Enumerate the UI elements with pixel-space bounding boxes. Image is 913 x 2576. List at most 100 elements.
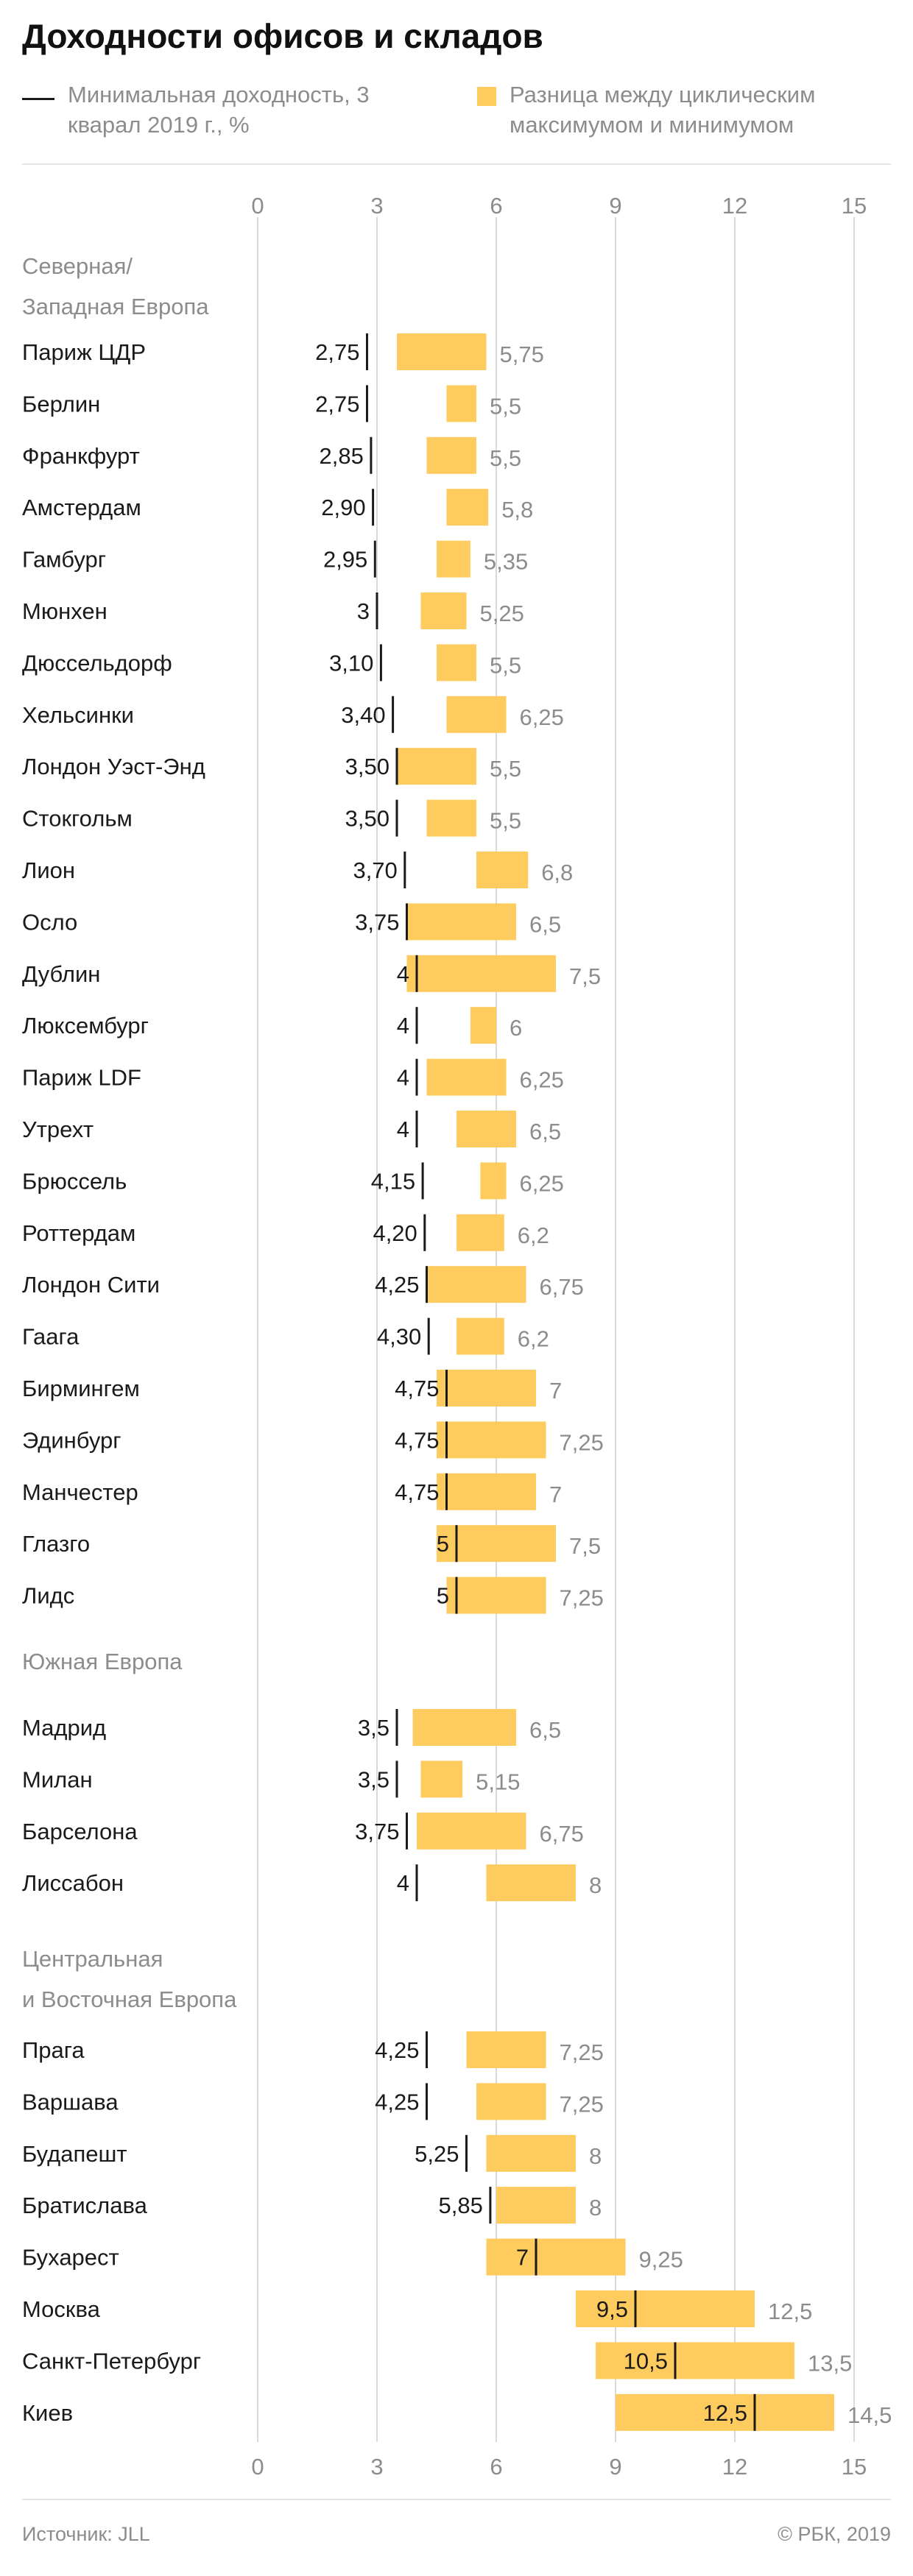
max-yield-label: 6,25 [520,1170,564,1196]
range-bar [596,2342,794,2379]
max-yield-label: 5,25 [480,601,524,626]
range-bar [456,1214,504,1251]
min-yield-label: 10,5 [624,2348,668,2374]
group-heading: и Восточная Европа [22,1986,237,2012]
max-yield-label: 7 [549,1378,562,1404]
range-bar [437,1473,536,1510]
group-heading: Западная Европа [22,294,209,319]
city-label: Париж ЦДР [22,339,146,365]
min-yield-label: 4,15 [371,1168,415,1194]
min-yield-label: 9,5 [596,2296,628,2322]
range-bar [616,2393,834,2431]
max-yield-label: 6,75 [540,1821,584,1847]
city-label: Стокгольм [22,806,133,832]
city-label: Мадрид [22,1715,106,1741]
range-bar [437,644,476,682]
city-label: Дюссельдорф [22,650,172,676]
max-yield-label: 7,25 [560,2039,604,2065]
city-label: Бирмингем [22,1376,140,1401]
max-yield-label: 14,5 [847,2402,892,2428]
min-yield-label: 2,75 [315,391,359,417]
min-yield-label: 3,70 [353,857,397,883]
max-yield-label: 6 [510,1015,522,1041]
header-divider [22,163,891,165]
max-yield-label: 6,25 [520,704,564,730]
max-yield-label: 5,15 [476,1769,520,1794]
max-yield-label: 6,2 [518,1222,549,1248]
group-heading: Северная/ [22,253,133,279]
min-yield-label: 3,10 [329,650,373,676]
range-bar [426,1058,507,1096]
city-label: Лиссабон [22,1870,124,1896]
range-bar [446,489,489,526]
range-bar [456,1111,516,1147]
min-yield-label: 5,25 [415,2141,459,2167]
range-bar [406,955,556,992]
max-yield-label: 7,5 [569,963,601,989]
max-yield-label: 5,5 [490,445,521,471]
max-yield-label: 13,5 [808,2350,852,2376]
max-yield-label: 7,25 [560,1585,604,1611]
min-yield-label: 3,50 [345,754,389,779]
max-yield-label: 5,35 [484,549,528,575]
legend-min-yield-line-icon [22,98,54,100]
city-label: Гамбург [22,547,106,573]
city-label: Париж LDF [22,1065,141,1091]
city-label: Бухарест [22,2245,119,2271]
legend-range-swatch-icon [477,87,496,106]
min-yield-label: 2,75 [315,339,359,365]
min-yield-label: 4 [397,1065,409,1091]
x-tick-label-bottom: 15 [842,2454,867,2480]
min-yield-label: 3,75 [355,909,399,935]
max-yield-label: 5,8 [501,497,533,523]
city-label: Брюссель [22,1168,127,1194]
city-label: Хельсинки [22,702,134,728]
max-yield-label: 5,75 [500,342,544,367]
min-yield-label: 3,50 [345,806,389,832]
max-yield-label: 6,8 [541,860,573,885]
city-label: Дублин [22,961,100,987]
range-bar [420,592,467,629]
range-bar [446,696,507,733]
x-tick-label-bottom: 6 [490,2454,502,2480]
x-tick-label-top: 12 [722,193,747,219]
city-label: Москва [22,2296,101,2322]
range-bar [397,748,476,785]
min-yield-label: 4,25 [375,1272,419,1298]
max-yield-label: 5,5 [490,808,521,834]
max-yield-label: 7,5 [569,1533,601,1559]
max-yield-label: 5,5 [490,652,521,678]
range-bar [476,852,529,888]
city-label: Амстердам [22,495,141,520]
range-bar [406,903,516,941]
x-tick-label-top: 0 [251,193,264,219]
range-bar [446,385,476,422]
city-label: Братислава [22,2193,148,2218]
range-bar [437,1525,556,1563]
range-bar [496,2187,576,2224]
city-label: Гаага [22,1324,80,1350]
min-yield-label: 5 [437,1583,449,1609]
range-bar [486,1864,576,1902]
min-yield-label: 4,75 [395,1376,439,1401]
range-bar [417,1812,526,1850]
city-label: Роттердам [22,1220,135,1246]
group-heading: Центральная [22,1946,163,1972]
max-yield-label: 5,5 [490,756,521,782]
city-label: Прага [22,2037,85,2063]
city-label: Утрехт [22,1117,94,1142]
max-yield-label: 7,25 [560,2091,604,2117]
city-label: Эдинбург [22,1427,121,1453]
max-yield-label: 8 [589,2195,602,2221]
city-label: Лондон Уэст-Энд [22,754,205,779]
x-tick-label-top: 6 [490,193,502,219]
min-yield-label: 2,85 [320,443,364,469]
source-note: Источник: JLL [22,2523,150,2545]
min-yield-label: 4,30 [377,1324,421,1350]
range-bar [446,1577,546,1614]
city-label: Киев [22,2400,73,2426]
chart-title: Доходности офисов и складов [22,17,543,55]
city-label: Лидс [22,1583,74,1609]
range-bar [486,2134,576,2172]
